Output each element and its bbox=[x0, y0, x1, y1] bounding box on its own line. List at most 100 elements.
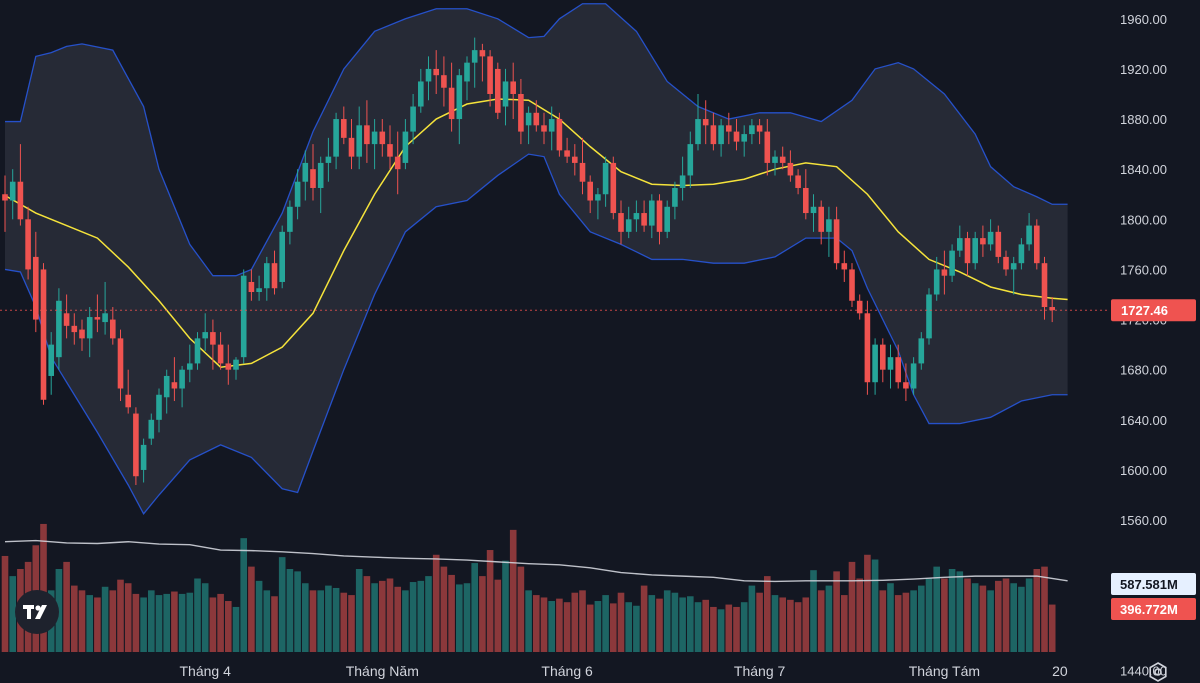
candle bbox=[749, 119, 755, 145]
volume-bar bbox=[571, 592, 579, 652]
volume-bar bbox=[956, 571, 964, 652]
volume-bar bbox=[833, 571, 840, 652]
candle-body bbox=[148, 419, 155, 439]
candle bbox=[779, 146, 786, 170]
candle bbox=[1026, 213, 1032, 251]
volume-bar bbox=[548, 601, 555, 652]
candle bbox=[895, 344, 901, 389]
volume-bar bbox=[117, 579, 124, 652]
volume-bar bbox=[856, 578, 863, 652]
volume-bar bbox=[240, 538, 247, 652]
candle-body bbox=[479, 50, 486, 57]
time-axis[interactable]: Tháng 4 Tháng Năm Tháng 6 Tháng 7 Tháng Tám 2… bbox=[180, 663, 1068, 679]
volume-bar bbox=[1, 555, 9, 652]
volume-bar bbox=[332, 587, 340, 652]
candle-body bbox=[895, 357, 901, 383]
candle bbox=[880, 338, 886, 383]
candle-body bbox=[456, 75, 463, 120]
candle-body bbox=[718, 125, 724, 145]
volume-bar bbox=[771, 595, 779, 652]
price-tick-label: 1560.00 bbox=[1120, 513, 1167, 528]
candle-body bbox=[795, 175, 801, 188]
candle bbox=[487, 50, 493, 107]
candle-body bbox=[548, 119, 555, 132]
volume-bar bbox=[987, 590, 994, 652]
volume-bar bbox=[1010, 583, 1017, 652]
volume-bar bbox=[1041, 566, 1048, 652]
candle bbox=[187, 344, 193, 383]
candle-body bbox=[25, 219, 31, 270]
candle-body bbox=[294, 181, 301, 207]
candle-body bbox=[364, 125, 370, 145]
candle bbox=[233, 357, 239, 380]
candle bbox=[818, 200, 824, 245]
volume-bar bbox=[540, 597, 548, 652]
candle-body bbox=[410, 106, 416, 132]
volume-bar bbox=[140, 597, 147, 652]
volume-bar bbox=[9, 576, 16, 652]
volume-bars bbox=[1, 523, 1056, 652]
candle bbox=[810, 194, 817, 232]
candle-body bbox=[995, 231, 1002, 257]
tradingview-logo[interactable] bbox=[15, 590, 59, 634]
candle bbox=[926, 288, 932, 345]
time-tick-label: Tháng 7 bbox=[734, 663, 786, 679]
volume-bar bbox=[155, 595, 163, 652]
price-tick-label: 1680.00 bbox=[1120, 363, 1167, 378]
tradingview-logo-icon bbox=[23, 605, 47, 619]
volume-bar bbox=[317, 590, 324, 652]
volume-bar bbox=[186, 592, 194, 652]
candle bbox=[71, 313, 78, 345]
candle bbox=[2, 175, 8, 232]
volume-bar bbox=[124, 583, 132, 652]
candle bbox=[25, 206, 31, 280]
candle bbox=[949, 244, 955, 282]
volume-moving-average bbox=[4, 539, 1068, 583]
candle bbox=[1049, 297, 1055, 323]
candle-body bbox=[687, 144, 694, 176]
candle-body bbox=[117, 338, 124, 389]
candle bbox=[556, 112, 563, 157]
candle-body bbox=[317, 162, 324, 188]
candle bbox=[240, 269, 247, 364]
volume-bar bbox=[294, 571, 301, 652]
candle-body bbox=[287, 206, 293, 232]
candle bbox=[456, 68, 463, 145]
candle-body bbox=[564, 150, 570, 157]
candle bbox=[156, 388, 162, 433]
candle-body bbox=[726, 125, 732, 132]
candle-body bbox=[56, 300, 62, 358]
candle bbox=[910, 357, 917, 395]
candle bbox=[849, 263, 855, 308]
candle bbox=[17, 144, 24, 226]
settings-gear-icon[interactable] bbox=[1148, 662, 1168, 682]
candle-body bbox=[695, 119, 701, 145]
candle bbox=[448, 62, 455, 132]
candle-body bbox=[71, 325, 78, 333]
candle-body bbox=[856, 300, 863, 314]
candle bbox=[341, 106, 347, 145]
volume-bar bbox=[925, 578, 933, 652]
candle-body bbox=[233, 359, 239, 370]
candle bbox=[479, 43, 486, 82]
candle bbox=[356, 106, 362, 170]
candle-body bbox=[633, 213, 640, 220]
candle-body bbox=[1018, 244, 1025, 264]
time-tick-label: Tháng 6 bbox=[541, 663, 593, 679]
candle-body bbox=[864, 313, 871, 383]
volume-bar bbox=[1025, 578, 1033, 652]
candle bbox=[287, 200, 293, 245]
volume-bar bbox=[894, 595, 902, 652]
candle-body bbox=[595, 194, 601, 201]
candle-body bbox=[641, 213, 647, 226]
volume-bar bbox=[1002, 578, 1010, 652]
candle bbox=[933, 256, 940, 301]
candle-body bbox=[1049, 307, 1055, 311]
volume-bar bbox=[409, 582, 417, 652]
volume-bar bbox=[756, 592, 763, 652]
candle-body bbox=[818, 206, 824, 232]
volume-bar bbox=[86, 595, 93, 652]
last-price-badge: 1727.46 bbox=[1111, 299, 1196, 322]
volume-bar bbox=[648, 595, 656, 652]
